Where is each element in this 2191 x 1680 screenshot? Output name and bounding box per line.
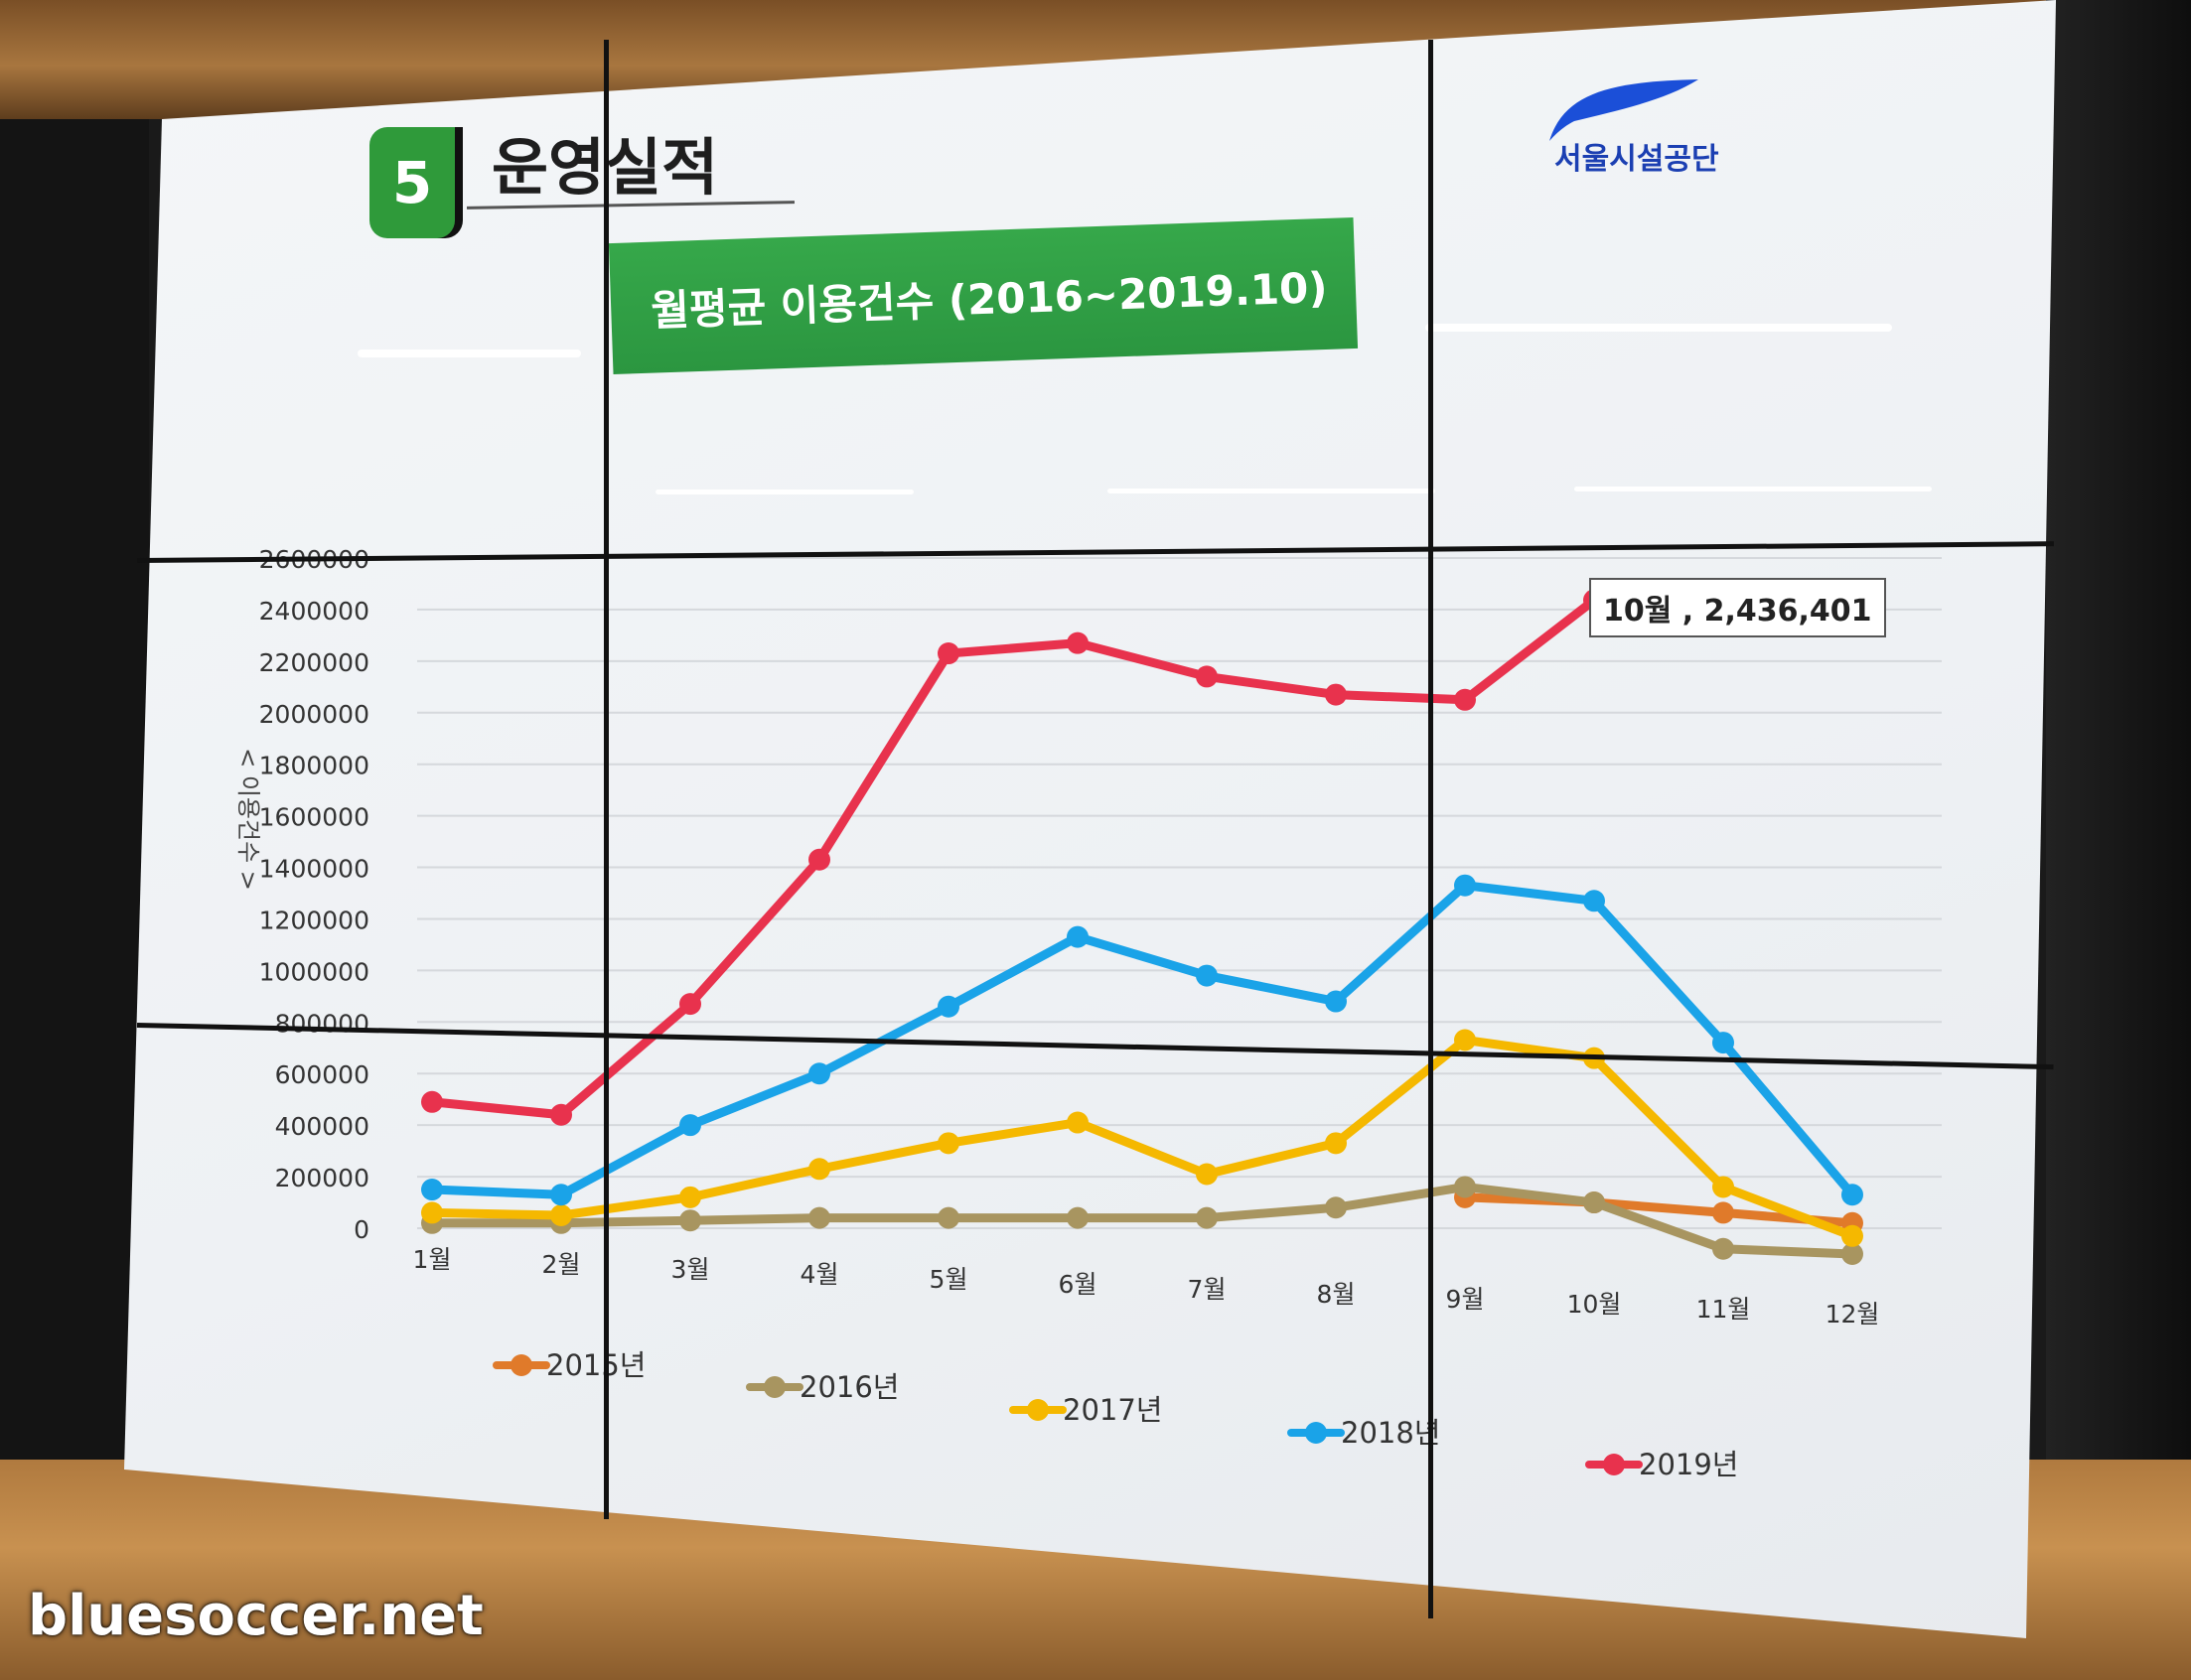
x-tick-label: 7월	[1188, 1275, 1227, 1304]
y-tick-label: 2000000	[259, 700, 369, 729]
y-tick-label: 1400000	[259, 855, 369, 884]
data-point	[1196, 964, 1218, 987]
data-point	[550, 1103, 572, 1126]
data-point	[1067, 1111, 1089, 1134]
data-point	[1325, 1196, 1347, 1219]
data-point	[1454, 1029, 1476, 1051]
light-reflection	[358, 350, 581, 357]
light-reflection	[1574, 487, 1932, 491]
data-point	[938, 1206, 959, 1229]
logo-text: 서울시설공단	[1554, 142, 1719, 177]
data-point	[679, 1114, 701, 1137]
legend-label: 2019년	[1639, 1448, 1738, 1481]
series-line-2018년	[427, 881, 1857, 1199]
peak-value-callout: 10월 , 2,436,401	[1589, 578, 1886, 637]
data-point	[421, 1090, 443, 1113]
series-line-2019년	[427, 595, 1599, 1120]
data-point	[808, 1158, 830, 1181]
data-point	[1841, 1224, 1863, 1247]
legend-label: 2015년	[546, 1348, 646, 1382]
data-point	[938, 995, 959, 1018]
data-point	[679, 993, 701, 1016]
light-reflection	[1107, 489, 1435, 493]
series-line-2016년	[427, 1182, 1857, 1259]
x-tick-label: 11월	[1696, 1295, 1751, 1324]
y-tick-label: 800000	[275, 1009, 369, 1038]
data-point	[1196, 1163, 1218, 1186]
legend-marker	[511, 1354, 532, 1376]
series-line-2015년	[1460, 1192, 1857, 1228]
legend-marker	[1305, 1422, 1327, 1444]
data-point	[1325, 990, 1347, 1013]
y-tick-label: 0	[354, 1215, 369, 1244]
legend-label: 2017년	[1063, 1393, 1162, 1427]
data-point	[679, 1186, 701, 1208]
legend-marker	[1027, 1399, 1049, 1421]
y-tick-label: 1600000	[259, 803, 369, 832]
x-tick-label: 9월	[1446, 1285, 1485, 1314]
data-point	[808, 1206, 830, 1229]
seoul-facilities-logo-icon	[1549, 79, 1698, 141]
x-tick-label: 8월	[1317, 1280, 1356, 1309]
y-tick-label: 1200000	[259, 906, 369, 934]
data-point	[808, 848, 830, 871]
x-tick-label: 10월	[1567, 1290, 1622, 1319]
y-tick-label: 1000000	[259, 957, 369, 986]
data-point	[808, 1062, 830, 1085]
data-point	[1325, 683, 1347, 706]
data-point	[1712, 1237, 1734, 1260]
legend-label: 2018년	[1341, 1416, 1440, 1450]
x-tick-label: 12월	[1826, 1300, 1880, 1329]
data-point	[1325, 1132, 1347, 1155]
data-point	[1067, 1206, 1089, 1229]
data-point	[1454, 688, 1476, 711]
y-tick-label: 600000	[275, 1060, 369, 1089]
legend-marker	[1603, 1454, 1625, 1475]
data-point	[1583, 890, 1605, 912]
legend-marker	[764, 1376, 786, 1398]
y-axis-label: < 이용건수 >	[234, 748, 262, 891]
wall-right	[2046, 0, 2191, 1680]
data-point	[1841, 1184, 1863, 1206]
data-point	[1841, 1242, 1863, 1265]
x-tick-label: 3월	[671, 1255, 710, 1284]
wall-left	[0, 119, 149, 1460]
data-point	[1454, 874, 1476, 897]
data-point	[1067, 631, 1089, 654]
series-line-2017년	[427, 1035, 1857, 1241]
data-point	[938, 642, 959, 665]
y-tick-label: 2200000	[259, 648, 369, 677]
data-point	[421, 1179, 443, 1201]
data-point	[1583, 1191, 1605, 1214]
screen-bezel	[1428, 40, 1433, 1618]
light-reflection	[656, 490, 914, 494]
data-point	[1067, 925, 1089, 948]
data-point	[938, 1132, 959, 1155]
data-point	[679, 1209, 701, 1232]
watermark: bluesoccer.net	[28, 1584, 484, 1648]
x-tick-label: 4월	[801, 1260, 839, 1289]
screen-bezel	[604, 40, 609, 1519]
data-point	[1196, 665, 1218, 688]
section-number-badge: 5	[369, 127, 455, 238]
y-tick-label: 400000	[275, 1112, 369, 1141]
data-point	[1196, 1206, 1218, 1229]
data-point	[1712, 1032, 1734, 1054]
data-point	[550, 1184, 572, 1206]
x-tick-label: 1월	[413, 1245, 452, 1274]
data-point	[1454, 1176, 1476, 1198]
legend-label: 2016년	[800, 1370, 899, 1404]
y-tick-label: 2400000	[259, 597, 369, 626]
x-tick-label: 5월	[930, 1265, 968, 1294]
x-tick-label: 2월	[542, 1250, 581, 1279]
light-reflection	[1425, 324, 1892, 332]
y-tick-label: 200000	[275, 1164, 369, 1192]
y-tick-label: 1800000	[259, 752, 369, 780]
data-point	[550, 1204, 572, 1227]
x-tick-label: 6월	[1059, 1270, 1097, 1299]
data-point	[421, 1201, 443, 1224]
data-point	[1712, 1176, 1734, 1198]
data-point	[1712, 1201, 1734, 1224]
